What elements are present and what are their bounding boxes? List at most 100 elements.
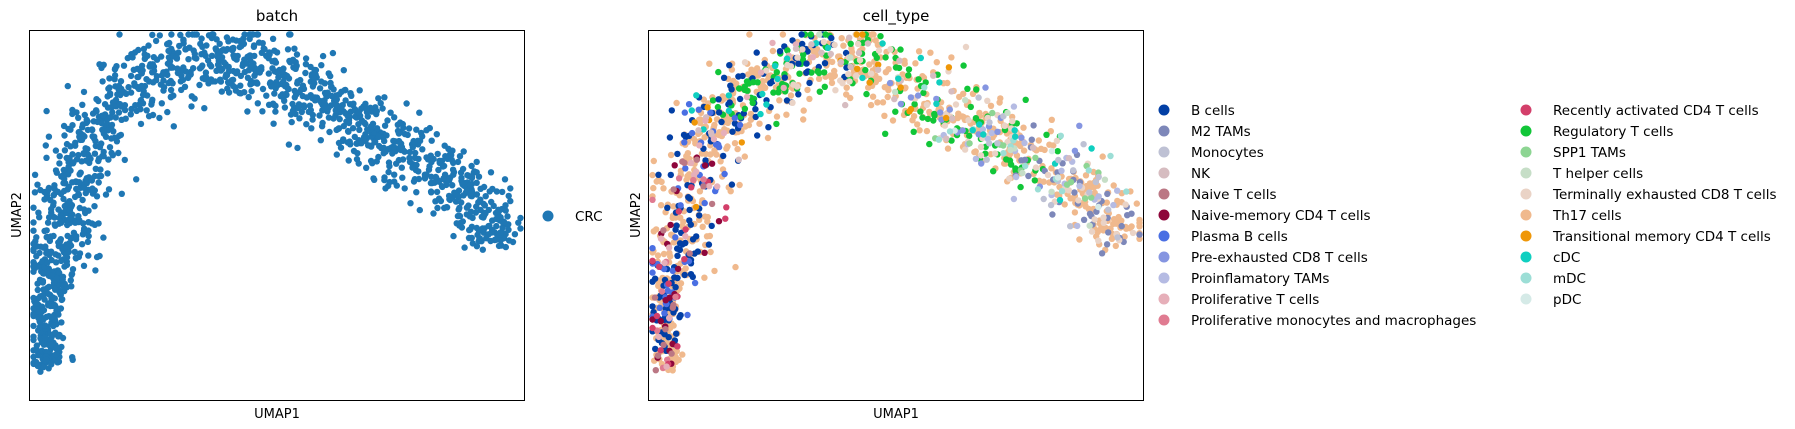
data-point (886, 79, 894, 87)
legend-item: Terminally exhausted CD8 T cells (1520, 187, 1777, 203)
data-point (674, 245, 681, 252)
data-point (333, 126, 340, 134)
data-point (263, 92, 270, 99)
data-point (91, 203, 98, 210)
data-point (1004, 109, 1011, 117)
data-point (1095, 173, 1102, 181)
data-point (104, 170, 111, 177)
data-point (475, 173, 483, 180)
data-point (930, 72, 937, 79)
data-point (355, 109, 363, 116)
legend-item: Transitional memory CD4 T cells (1520, 229, 1771, 245)
data-point (706, 232, 714, 240)
data-point (76, 179, 83, 186)
data-point (1081, 195, 1089, 202)
data-point (670, 322, 677, 329)
data-point (655, 171, 662, 178)
data-point (286, 31, 293, 38)
data-point (401, 130, 409, 138)
data-point (684, 150, 692, 157)
data-point (854, 40, 862, 48)
data-point (120, 62, 128, 69)
data-point (997, 95, 1004, 102)
data-point (1099, 153, 1106, 160)
data-point (991, 150, 999, 157)
data-point (39, 277, 47, 285)
data-point (30, 247, 37, 255)
data-point (466, 226, 473, 234)
data-point (948, 115, 956, 122)
data-point (224, 79, 232, 86)
data-point (1009, 118, 1016, 125)
data-point (892, 64, 900, 71)
data-point (358, 140, 365, 147)
data-point (455, 192, 462, 200)
data-point (666, 134, 674, 141)
data-point (846, 34, 853, 41)
data-point (440, 175, 447, 182)
data-point (45, 301, 52, 308)
data-point (867, 101, 875, 109)
data-point (1061, 201, 1068, 208)
data-point (489, 185, 496, 193)
data-point (237, 82, 244, 89)
data-point (715, 96, 722, 103)
data-point (752, 113, 759, 121)
data-point (724, 119, 732, 127)
legend-label: Proliferative monocytes and macrophages (1191, 313, 1476, 329)
data-point (60, 166, 67, 174)
data-point (690, 135, 698, 143)
data-point (69, 122, 76, 129)
data-point (269, 35, 277, 42)
legend-item: mDC (1520, 271, 1586, 287)
data-point (897, 84, 904, 91)
data-point (944, 145, 952, 152)
data-point (248, 88, 255, 95)
data-point (921, 84, 928, 91)
data-point (289, 107, 297, 115)
data-point (670, 186, 677, 193)
data-point (302, 69, 309, 77)
data-point (1071, 189, 1078, 196)
data-point (375, 133, 382, 141)
data-point (681, 256, 688, 263)
data-point (1022, 96, 1029, 104)
data-point (726, 99, 733, 106)
data-point (259, 108, 266, 115)
data-point (52, 286, 59, 293)
data-point (104, 127, 112, 134)
data-point (356, 126, 363, 133)
data-point (1030, 122, 1037, 129)
data-point (741, 153, 748, 160)
data-point (994, 140, 1001, 147)
data-point (80, 150, 87, 157)
data-point (681, 109, 688, 116)
data-point (688, 107, 695, 114)
data-point (1000, 150, 1007, 157)
data-point (783, 111, 790, 118)
data-point (803, 69, 810, 76)
data-point (409, 164, 416, 171)
data-point (837, 58, 845, 66)
data-point (1055, 156, 1062, 164)
data-point (406, 148, 413, 156)
data-point (131, 80, 138, 87)
data-point (989, 109, 996, 117)
scatter-points-cell-type (649, 31, 1143, 374)
data-point (214, 53, 221, 61)
data-point (213, 67, 220, 75)
data-point (1011, 127, 1018, 134)
data-point (821, 60, 829, 67)
data-point (933, 95, 940, 103)
scatter-points-batch (30, 31, 524, 375)
data-point (303, 94, 310, 101)
data-point (34, 280, 41, 287)
data-point (318, 78, 325, 85)
data-point (838, 35, 845, 42)
data-point (504, 213, 511, 220)
data-point (765, 124, 772, 131)
data-point (67, 277, 75, 284)
data-point (729, 128, 736, 135)
data-point (759, 90, 766, 98)
